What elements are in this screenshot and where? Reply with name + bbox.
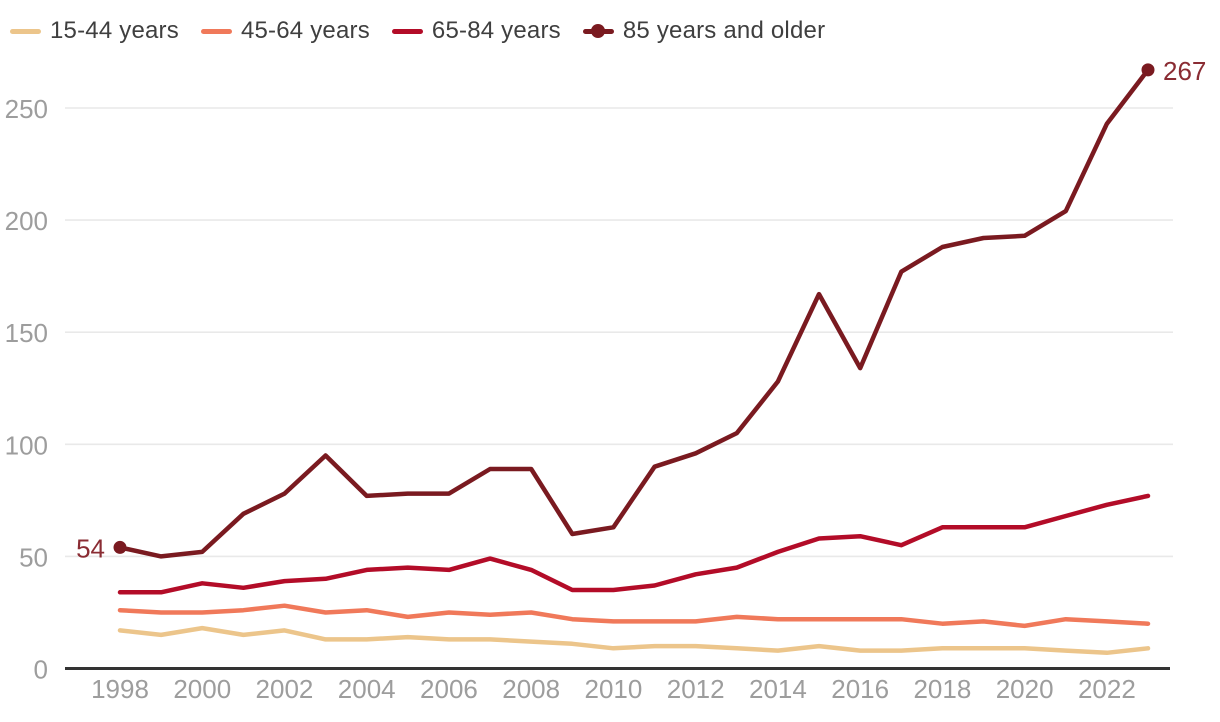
legend-swatch-dot-icon [591, 24, 606, 38]
y-tick-label-50: 50 [19, 542, 48, 572]
legend-label-45-64-years: 45-64 years [240, 17, 370, 44]
legend-swatch-65-84-years [391, 28, 423, 34]
y-tick-label-250: 250 [5, 94, 48, 124]
legend-label-65-84-years: 65-84 years [431, 17, 561, 44]
chart-legend: 15-44 years 45-64 years 65-84 years 85 year… [10, 17, 847, 45]
series-line-85-years-and-older [117, 67, 1151, 559]
value-label-267: 267 [1163, 56, 1206, 86]
data-point-marker-85-years-and-older-2023 [1141, 63, 1155, 77]
y-tick-label-0: 0 [34, 655, 48, 685]
value-label-54: 54 [76, 533, 105, 563]
y-tick-label-200: 200 [5, 206, 48, 236]
legend-item-85-years-and-older: 85 years and older [582, 17, 826, 45]
x-tick-label-2008: 2008 [502, 674, 560, 704]
x-tick-label-2010: 2010 [585, 674, 643, 704]
y-tick-label-100: 100 [5, 430, 48, 460]
data-point-marker-85-years-and-older-1998 [113, 540, 127, 554]
series-line-65-84-years [117, 493, 1151, 595]
series-line-15-44-years [117, 625, 1151, 656]
x-tick-label-2018: 2018 [913, 674, 971, 704]
legend-label-85-years-and-older: 85 years and older [622, 17, 826, 44]
x-tick-label-2016: 2016 [831, 674, 889, 704]
legend-item-15-44-years: 15-44 years [10, 17, 179, 45]
x-tick-label-2012: 2012 [667, 674, 725, 704]
legend-label-15-44-years: 15-44 years [50, 17, 179, 44]
series-line-45-64-years [117, 603, 1151, 629]
legend-item-45-64-years: 45-64 years [200, 17, 370, 45]
x-tick-label-2006: 2006 [420, 674, 478, 704]
x-tick-label-1998: 1998 [91, 674, 149, 704]
x-tick-label-2020: 2020 [996, 674, 1054, 704]
y-tick-label-150: 150 [5, 318, 48, 348]
legend-swatch-15-44-years [10, 28, 41, 34]
legend-item-65-84-years: 65-84 years [391, 17, 561, 45]
x-tick-label-2022: 2022 [1078, 674, 1136, 704]
x-tick-label-2014: 2014 [749, 674, 807, 704]
legend-swatch-45-64-years [200, 28, 232, 34]
legend-swatch-85-years-and-older [582, 24, 614, 38]
x-tick-label-2002: 2002 [256, 674, 314, 704]
x-tick-label-2000: 2000 [173, 674, 231, 704]
x-tick-label-2004: 2004 [338, 674, 396, 704]
